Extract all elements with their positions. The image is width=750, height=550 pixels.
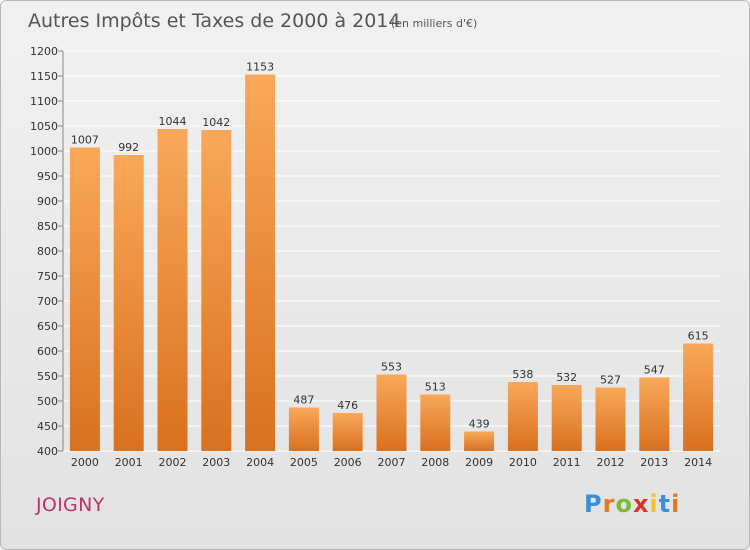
data-label-2005: 487 <box>293 394 314 407</box>
x-tick-label: 2005 <box>290 456 318 469</box>
data-label-2002: 1044 <box>159 115 187 128</box>
y-tick-label: 1000 <box>30 145 58 158</box>
bar-2009 <box>464 431 495 451</box>
y-tick-label: 1200 <box>30 45 58 58</box>
logo-letter: P <box>584 490 603 518</box>
y-tick-label: 550 <box>37 370 58 383</box>
data-label-2014: 615 <box>688 330 709 343</box>
data-label-2000: 1007 <box>71 134 99 147</box>
y-tick-label: 650 <box>37 320 58 333</box>
logo-letter: i <box>671 490 681 518</box>
bar-2012 <box>595 387 626 451</box>
x-tick-label: 2012 <box>597 456 625 469</box>
x-tick-label: 2011 <box>553 456 581 469</box>
bar-2000 <box>69 147 100 451</box>
bar-2001 <box>113 155 144 451</box>
bar-2006 <box>332 413 363 451</box>
x-tick-label: 2001 <box>115 456 143 469</box>
x-tick-label: 2014 <box>684 456 712 469</box>
data-label-2012: 527 <box>600 374 621 387</box>
y-tick-label: 400 <box>37 445 58 458</box>
bar-2007 <box>376 374 407 451</box>
y-tick-label: 1150 <box>30 70 58 83</box>
data-label-2013: 547 <box>644 364 665 377</box>
x-tick-label: 2009 <box>465 456 493 469</box>
data-label-2003: 1042 <box>202 116 230 129</box>
bar-2011 <box>551 385 582 451</box>
bar-2013 <box>639 377 670 451</box>
bar-2010 <box>507 382 538 451</box>
x-tick-label: 2004 <box>246 456 274 469</box>
y-tick-label: 750 <box>37 270 58 283</box>
y-axis: 400 450 500 550 600 650 700 750 800 850 900 950 1000… <box>30 45 64 458</box>
y-tick-label: 800 <box>37 245 58 258</box>
y-tick-label: 450 <box>37 420 58 433</box>
chart-title: Autres Impôts et Taxes de 2000 à 2014 <box>28 10 401 32</box>
y-tick-label: 1100 <box>30 95 58 108</box>
data-label-2009: 439 <box>469 418 490 431</box>
x-tick-label: 2006 <box>334 456 362 469</box>
x-tick-label: 2000 <box>71 456 99 469</box>
data-label-2004: 1153 <box>246 61 274 74</box>
logo-letter: i <box>649 490 659 518</box>
y-tick-label: 950 <box>37 170 58 183</box>
bar-2003 <box>201 130 232 451</box>
data-label-2010: 538 <box>512 368 533 381</box>
bar-2008 <box>420 394 451 451</box>
bar-2014 <box>683 343 714 451</box>
data-label-2011: 532 <box>556 371 577 384</box>
y-tick-label: 900 <box>37 195 58 208</box>
x-tick-label: 2003 <box>202 456 230 469</box>
bar-2004 <box>245 74 276 451</box>
x-tick-label: 2008 <box>421 456 449 469</box>
y-tick-label: 500 <box>37 395 58 408</box>
proxiti-logo[interactable]: Proxiti <box>584 490 680 518</box>
logo-letter: r <box>602 490 616 518</box>
bars <box>69 74 714 451</box>
bar-2002 <box>157 129 188 451</box>
logo-letter: o <box>615 490 633 518</box>
x-tick-label: 2002 <box>159 456 187 469</box>
x-tick-label: 2013 <box>640 456 668 469</box>
x-axis: 2000 2001 2002 2003 2004 2005 2006 2007 2008 2009… <box>71 456 712 469</box>
y-tick-label: 850 <box>37 220 58 233</box>
data-label-2007: 553 <box>381 361 402 374</box>
chart-subtitle: (en milliers d'€) <box>391 17 477 30</box>
data-labels: 1007 992 1044 1042 1153 487 476 553 513 439 538 532… <box>71 61 709 431</box>
y-tick-label: 700 <box>37 295 58 308</box>
x-tick-label: 2010 <box>509 456 537 469</box>
y-tick-label: 600 <box>37 345 58 358</box>
bar-2005 <box>288 407 319 451</box>
data-label-2001: 992 <box>118 141 139 154</box>
logo-letter: t <box>658 490 672 518</box>
data-label-2008: 513 <box>425 381 446 394</box>
logo-letter: x <box>632 490 650 518</box>
data-label-2006: 476 <box>337 399 358 412</box>
y-tick-label: 1050 <box>30 120 58 133</box>
city-name: JOIGNY <box>36 494 105 516</box>
x-tick-label: 2007 <box>378 456 406 469</box>
